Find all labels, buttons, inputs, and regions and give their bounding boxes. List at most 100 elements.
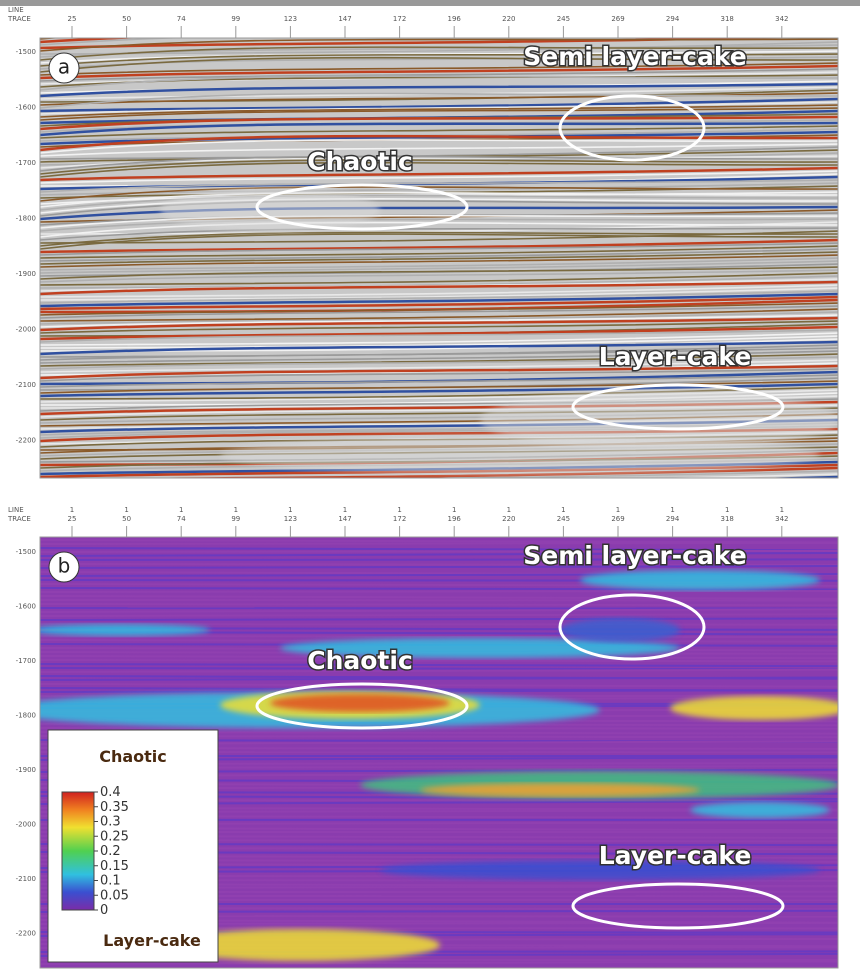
line-number: 1	[343, 506, 347, 514]
colorbar-tick-label: 0.05	[100, 888, 129, 903]
reflector	[40, 477, 840, 489]
trace-tick-label: 123	[284, 515, 297, 523]
trace-tick-label: 25	[68, 515, 77, 523]
band	[40, 591, 840, 592]
trace-tick-label: 269	[611, 15, 624, 23]
line-number: 1	[179, 506, 183, 514]
trace-tick-label: 196	[448, 15, 462, 23]
annotation: Semi layer-cake	[523, 42, 747, 71]
band	[40, 604, 840, 605]
time-tick-label: -1600	[16, 104, 36, 112]
line-number: 1	[725, 506, 729, 514]
line-number: 1	[507, 506, 511, 514]
time-tick-label: -2000	[16, 821, 36, 829]
trace-tick-label: 123	[284, 15, 297, 23]
band	[40, 636, 840, 637]
colorbar-tick-label: 0.4	[100, 785, 121, 800]
line-number: 1	[397, 506, 401, 514]
trace-tick-label: 147	[338, 515, 351, 523]
band	[40, 728, 840, 729]
time-tick-label: -1700	[16, 657, 36, 665]
annotation: Layer-cake	[599, 342, 752, 371]
trace-tick-label: 172	[393, 515, 406, 523]
line-number: 1	[561, 506, 565, 514]
line-number: 1	[452, 506, 456, 514]
trace-tick-label: 99	[231, 15, 240, 23]
time-tick-label: -1600	[16, 603, 36, 611]
line-label: LINE	[8, 506, 24, 514]
trace-tick-label: 220	[502, 15, 515, 23]
legend-bottom-label: Layer-cake	[103, 931, 201, 950]
panel-label: a	[58, 55, 70, 79]
line-number: 1	[70, 506, 74, 514]
colorbar-tick-label: 0.1	[100, 874, 121, 889]
annotation: Chaotic	[307, 646, 413, 675]
trace-tick-label: 294	[666, 515, 680, 523]
colorbar-tick-label: 0.2	[100, 844, 121, 859]
trace-tick-label: 245	[557, 515, 570, 523]
line-number: 1	[288, 506, 292, 514]
legend-top-label: Chaotic	[99, 747, 167, 766]
trace-tick-label: 220	[502, 515, 515, 523]
colorbar-tick-label: 0.35	[100, 800, 129, 815]
trace-tick-label: 196	[448, 515, 462, 523]
time-tick-label: -2200	[16, 930, 36, 938]
line-number: 1	[616, 506, 620, 514]
reflector	[40, 27, 840, 39]
trace-tick-label: 74	[177, 15, 186, 23]
chaotic-zone	[220, 435, 820, 475]
attribute-blob	[580, 570, 820, 590]
annotation: Chaotic	[307, 147, 413, 176]
time-tick-label: -1800	[16, 215, 36, 223]
reflector	[40, 24, 840, 36]
trace-tick-label: 294	[666, 15, 680, 23]
attribute-blob	[670, 696, 850, 720]
panel-label: b	[58, 554, 71, 578]
colorbar-tick-label: 0	[100, 903, 108, 918]
time-tick-label: -1500	[16, 48, 36, 56]
trace-label: TRACE	[7, 515, 31, 523]
time-tick-label: -1900	[16, 766, 36, 774]
colorbar-tick-label: 0.25	[100, 829, 129, 844]
colorbar-tick-label: 0.15	[100, 859, 129, 874]
time-tick-label: -2100	[16, 381, 36, 389]
figure: LINETRACE2550749912314717219622024526929…	[0, 0, 860, 970]
time-tick-label: -1900	[16, 270, 36, 278]
time-tick-label: -2100	[16, 875, 36, 883]
band	[40, 624, 840, 625]
attribute-blob	[420, 783, 700, 797]
trace-tick-label: 318	[721, 515, 734, 523]
colorbar-tick-label: 0.3	[100, 815, 121, 830]
attribute-blob	[560, 618, 680, 642]
trace-tick-label: 99	[231, 515, 240, 523]
band	[40, 608, 840, 609]
attribute-blob	[30, 624, 210, 636]
colorbar	[62, 792, 94, 910]
time-tick-label: -2200	[16, 437, 36, 445]
time-tick-label: -1800	[16, 712, 36, 720]
line-number: 1	[670, 506, 674, 514]
line-number: 1	[124, 506, 128, 514]
trace-tick-label: 245	[557, 15, 570, 23]
band	[40, 600, 840, 601]
time-tick-label: -2000	[16, 326, 36, 334]
line-label: LINE	[8, 6, 24, 14]
chaotic-zone	[160, 188, 380, 232]
trace-tick-label: 342	[775, 15, 788, 23]
attribute-blob	[690, 802, 830, 818]
annotation: Semi layer-cake	[523, 541, 747, 570]
band	[40, 660, 840, 661]
trace-tick-label: 318	[721, 15, 734, 23]
trace-label: TRACE	[7, 15, 31, 23]
trace-tick-label: 25	[68, 15, 77, 23]
top-bar	[0, 0, 860, 6]
line-number: 1	[780, 506, 784, 514]
trace-tick-label: 50	[122, 515, 131, 523]
annotation: Layer-cake	[599, 841, 752, 870]
attribute-blob	[270, 694, 450, 712]
trace-tick-label: 172	[393, 15, 406, 23]
trace-tick-label: 50	[122, 15, 131, 23]
seismic-section	[40, 16, 840, 489]
line-number: 1	[234, 506, 238, 514]
trace-tick-label: 342	[775, 515, 788, 523]
